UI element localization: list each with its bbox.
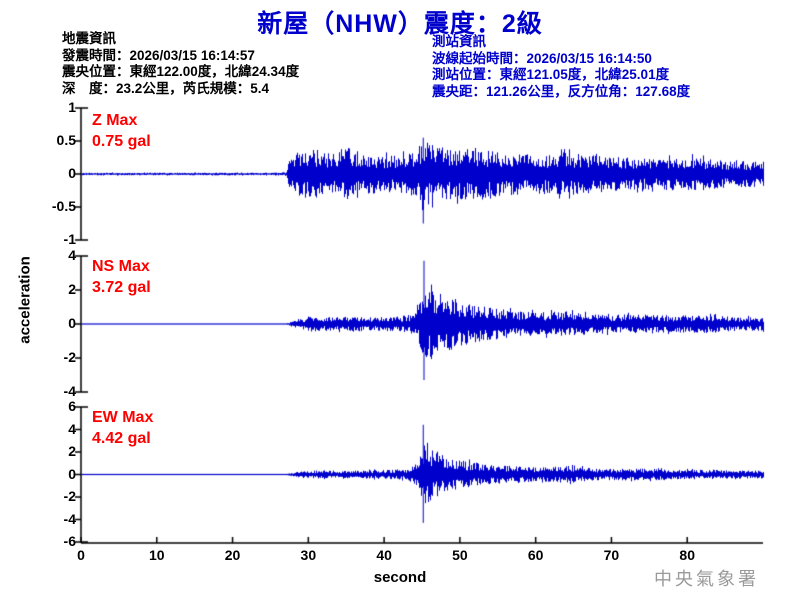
x-tick-label-60: 60 — [527, 547, 544, 563]
trace-ew-max-value: 4.42 gal — [92, 430, 151, 447]
x-tick-label-10: 10 — [148, 547, 165, 563]
y-tick-label-z--0.5: -0.5 — [51, 198, 76, 214]
station-info-block: 測站資訊 波線起始時間：2026/03/15 16:14:50 測站位置：東經1… — [432, 34, 690, 100]
earthquake-info-block: 地震資訊 發震時間：2026/03/15 16:14:57 震央位置：東經122… — [62, 31, 299, 97]
x-tick-label-0: 0 — [77, 547, 85, 563]
earthquake-epicenter: 震央位置：東經122.00度，北緯24.34度 — [62, 64, 300, 79]
x-tick-label-80: 80 — [679, 547, 695, 563]
earthquake-depth-magnitude: 深 度：23.2公里，芮氏規模：5.4 — [62, 80, 270, 96]
y-tick-label-ew--2: -2 — [63, 488, 76, 504]
y-tick-label-z-0.5: 0.5 — [56, 132, 76, 148]
x-axis-title: second — [373, 569, 427, 586]
y-tick-label-ew-4: 4 — [68, 420, 76, 437]
y-tick-label-ns--2: -2 — [63, 349, 76, 365]
x-tick-label-50: 50 — [452, 547, 468, 563]
earthquake-origin-time: 發震時間：2026/03/15 16:14:57 — [62, 47, 255, 63]
y-tick-label-z-0: 0 — [68, 165, 76, 181]
y-tick-label-z-1: 1 — [68, 99, 76, 115]
x-tick-label-70: 70 — [603, 547, 620, 563]
y-tick-label-ew--6: -6 — [63, 533, 76, 549]
trace-label-ew: EW Max 4.42 gal — [92, 407, 153, 449]
y-tick-label-ew-2: 2 — [68, 443, 76, 459]
y-tick-label-z--1: -1 — [63, 231, 76, 247]
x-tick-label-20: 20 — [224, 547, 241, 563]
agency-watermark: 中央氣象署 — [654, 569, 759, 589]
trace-z-max-value: 0.75 gal — [92, 133, 151, 150]
trace-z-max-title: Z Max — [92, 112, 138, 129]
trace-label-ns: NS Max 3.72 gal — [92, 256, 151, 298]
earthquake-info-heading: 地震資訊 — [62, 31, 116, 46]
trace-ns-max-title: NS Max — [92, 258, 150, 275]
y-tick-label-ns--4: -4 — [63, 383, 76, 399]
trace-label-z: Z Max 0.75 gal — [92, 110, 151, 152]
y-tick-label-ew-6: 6 — [68, 398, 76, 414]
station-location: 測站位置：東經121.05度，北緯25.01度 — [432, 67, 670, 82]
trace-ew-max-title: EW Max — [92, 409, 154, 426]
x-tick-label-30: 30 — [300, 547, 317, 563]
x-tick-label-40: 40 — [376, 547, 392, 563]
y-tick-label-ew-0: 0 — [68, 465, 76, 482]
page-title: 新屋（NHW）震度：2級 — [257, 10, 543, 38]
station-info-heading: 測站資訊 — [432, 34, 486, 49]
trace-ns-max-value: 3.72 gal — [92, 279, 151, 296]
y-tick-label-ew--4: -4 — [63, 510, 76, 527]
station-distance-azimuth: 震央距：121.26公里，反方位角：127.68度 — [432, 83, 691, 99]
y-tick-label-ns-2: 2 — [68, 281, 76, 297]
y-tick-label-ns-4: 4 — [68, 247, 76, 263]
y-tick-label-ns-0: 0 — [68, 315, 76, 331]
station-wave-start-time: 波線起始時間：2026/03/15 16:14:50 — [432, 50, 652, 66]
